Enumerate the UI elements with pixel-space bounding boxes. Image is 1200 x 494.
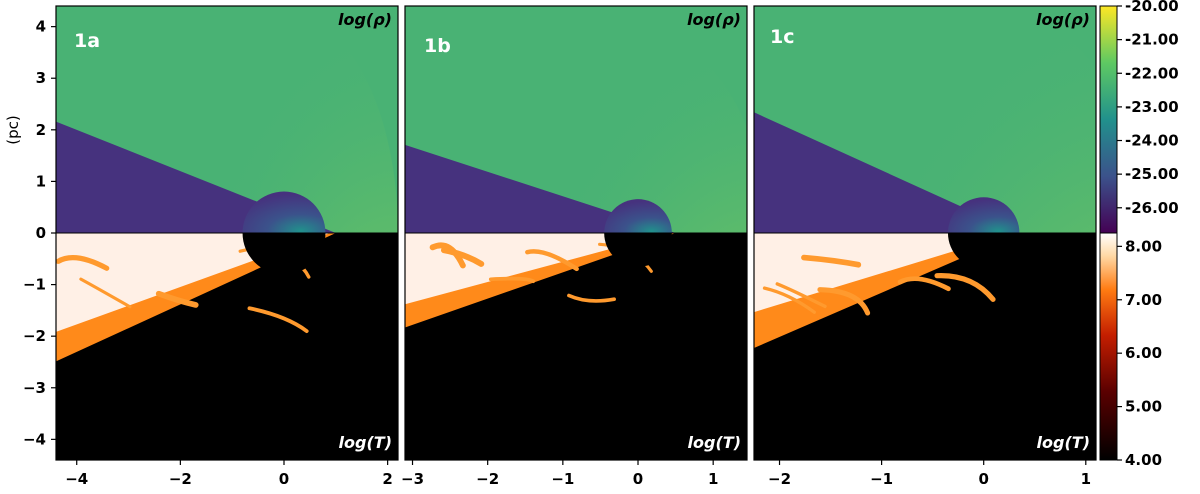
panel-1a-temperature-label: log(T) bbox=[339, 433, 392, 452]
x-tick-label: 0 bbox=[978, 470, 988, 488]
panel-1c-density-label: log(ρ) bbox=[1036, 10, 1090, 29]
colorbar-density: -20.00 -21.00 -22.00 -23.00 -24.00 -25.00 -26.… bbox=[1099, 0, 1179, 234]
panel-1b-density-label: log(ρ) bbox=[687, 10, 741, 29]
y-tick-label: −2 bbox=[23, 327, 46, 345]
colorbar-temperature-ticks: 8.00 7.00 6.00 5.00 4.00 bbox=[1117, 237, 1162, 469]
y-tick-label: −4 bbox=[23, 430, 46, 448]
colorbar-density-ticks: -20.00 -21.00 -22.00 -23.00 -24.00 -25.00 -26.… bbox=[1117, 0, 1179, 217]
temperature-filament bbox=[525, 249, 579, 272]
x-tick-label: −1 bbox=[870, 470, 893, 488]
y-tick-label: 1 bbox=[36, 172, 46, 190]
x-tick-label: 0 bbox=[633, 470, 643, 488]
panel-1a: 1a log(ρ) log(T) −4 −2 0 2 bbox=[55, 5, 399, 488]
x-tick-label: −4 bbox=[65, 470, 88, 488]
panel-frame bbox=[55, 5, 399, 461]
panel-1b-content bbox=[404, 5, 748, 461]
temperature-filament bbox=[488, 276, 536, 284]
panel-1c-content bbox=[753, 5, 1097, 461]
colorbar-tick-label: -26.00 bbox=[1125, 199, 1179, 217]
density-hot-bubble bbox=[405, 144, 676, 233]
panel-1c-x-ticks: −2 −1 0 1 bbox=[768, 460, 1091, 488]
panel-label-1c: 1c bbox=[770, 26, 794, 48]
temperature-filament bbox=[247, 306, 309, 334]
y-tick-label: −1 bbox=[23, 276, 46, 294]
temperature-filament bbox=[567, 293, 616, 303]
x-tick-label: 0 bbox=[279, 470, 289, 488]
temperature-hot-interior bbox=[405, 233, 670, 305]
remnant-density bbox=[604, 199, 672, 233]
y-tick-label: −3 bbox=[23, 379, 46, 397]
colorbar-density-gradient bbox=[1099, 5, 1118, 234]
colorbar-tick-label: -24.00 bbox=[1125, 132, 1179, 150]
colorbar-tick-label: 4.00 bbox=[1125, 451, 1162, 469]
temperature-filament bbox=[817, 287, 871, 316]
x-tick-label: −2 bbox=[768, 470, 791, 488]
y-tick-label: 3 bbox=[36, 69, 46, 87]
panel-1a-density-label: log(ρ) bbox=[338, 10, 392, 29]
panel-label-1b: 1b bbox=[424, 35, 451, 57]
panel-frame bbox=[753, 5, 1097, 461]
temperature-filament bbox=[934, 273, 996, 302]
panel-frame bbox=[404, 5, 748, 461]
colorbar-temperature: 8.00 7.00 6.00 5.00 4.00 bbox=[1099, 232, 1162, 469]
colorbar-tick-label: -25.00 bbox=[1125, 165, 1179, 183]
panel-1c-temperature-label: log(T) bbox=[1037, 433, 1090, 452]
x-tick-label: 2 bbox=[382, 470, 392, 488]
colorbar-tick-label: -21.00 bbox=[1125, 31, 1179, 49]
temperature-filament bbox=[775, 282, 827, 309]
colorbar-tick-label: -23.00 bbox=[1125, 98, 1179, 116]
colorbar-tick-label: -22.00 bbox=[1125, 64, 1179, 82]
density-hot-bubble bbox=[754, 112, 1020, 233]
colorbar-tick-label: -20.00 bbox=[1125, 0, 1179, 15]
panel-1b: 1b log(ρ) log(T) −3 −2 −1 0 1 bbox=[401, 5, 748, 488]
temperature-filament bbox=[56, 255, 110, 271]
y-tick-label: 2 bbox=[36, 121, 46, 139]
panel-1b-x-ticks: −3 −2 −1 0 1 bbox=[401, 460, 718, 488]
panel-1a-content bbox=[55, 5, 399, 461]
colorbar-tick-label: 6.00 bbox=[1125, 344, 1162, 362]
colorbar-temperature-gradient bbox=[1099, 232, 1118, 461]
temperature-filament bbox=[897, 276, 951, 292]
y-axis-ticks: 4 3 2 1 0 −1 −2 −3 −4 bbox=[23, 18, 56, 448]
y-tick-label: 0 bbox=[36, 224, 46, 242]
colorbar-tick-label: 8.00 bbox=[1125, 237, 1162, 255]
colorbar-tick-label: 5.00 bbox=[1125, 398, 1162, 416]
temperature-filament bbox=[440, 247, 485, 267]
panel-label-1a: 1a bbox=[74, 30, 100, 52]
panel-1a-x-ticks: −4 −2 0 2 bbox=[65, 460, 393, 488]
x-tick-label: 1 bbox=[1081, 470, 1091, 488]
colorbar-tick-label: 7.00 bbox=[1125, 291, 1162, 309]
y-axis-label: (pc) bbox=[4, 115, 22, 144]
temperature-filament bbox=[762, 286, 816, 314]
remnant-temperature bbox=[242, 233, 326, 275]
remnant-temperature bbox=[947, 233, 1020, 269]
temperature-filament bbox=[801, 254, 862, 268]
x-tick-label: −3 bbox=[401, 470, 424, 488]
remnant-temperature bbox=[604, 233, 672, 267]
remnant-density bbox=[947, 197, 1020, 233]
y-tick-label: 4 bbox=[36, 18, 46, 36]
temperature-filament bbox=[429, 242, 466, 269]
temperature-filament bbox=[155, 290, 199, 308]
x-tick-label: 1 bbox=[708, 470, 718, 488]
temperature-hot-interior bbox=[754, 233, 1014, 313]
remnant-density bbox=[242, 191, 326, 233]
temperature-filament bbox=[79, 277, 132, 309]
x-tick-label: −2 bbox=[169, 470, 192, 488]
panel-1b-temperature-label: log(T) bbox=[688, 433, 741, 452]
x-tick-label: −1 bbox=[551, 470, 574, 488]
x-tick-label: −2 bbox=[476, 470, 499, 488]
panel-1c: 1c log(ρ) log(T) −2 −1 0 1 bbox=[753, 5, 1097, 488]
